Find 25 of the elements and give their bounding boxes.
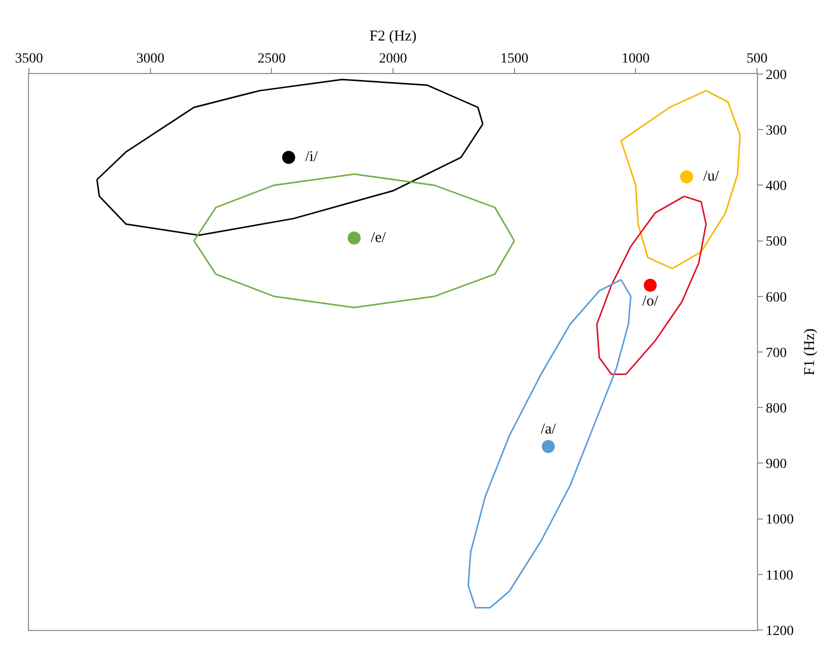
y-tick-label: 800 bbox=[766, 402, 787, 416]
y-tick-label: 600 bbox=[766, 290, 787, 306]
y-tick-label: 500 bbox=[766, 234, 787, 250]
series-label: /a/ bbox=[533, 422, 564, 438]
y-tick-label: 1200 bbox=[766, 624, 794, 639]
y-tick-label: 1000 bbox=[766, 512, 794, 528]
x-tick-label: 1000 bbox=[622, 51, 650, 66]
y-tick-label: 400 bbox=[766, 179, 787, 194]
y-axis-title: F1 (Hz) bbox=[802, 328, 818, 376]
x-tick-label: 1500 bbox=[500, 51, 528, 66]
series-label: /o/ bbox=[634, 294, 666, 310]
y-tick-label: 200 bbox=[766, 68, 787, 83]
series-label: /e/ bbox=[363, 230, 394, 246]
series-label: /u/ bbox=[696, 168, 727, 185]
x-tick-label: 3500 bbox=[15, 51, 43, 66]
y-tick-label: 900 bbox=[766, 457, 787, 472]
y-tick-label: 300 bbox=[766, 124, 787, 138]
x-tick-label: 2500 bbox=[258, 51, 286, 66]
series-label: /i/ bbox=[298, 149, 326, 166]
x-axis-title: F2 (Hz) bbox=[369, 28, 417, 45]
x-tick-label: 3000 bbox=[136, 51, 164, 66]
y-tick-label: 700 bbox=[766, 346, 787, 361]
y-tick-label: 1100 bbox=[766, 568, 794, 584]
x-tick-label: 500 bbox=[746, 51, 768, 66]
x-tick-label: 2000 bbox=[379, 51, 407, 66]
